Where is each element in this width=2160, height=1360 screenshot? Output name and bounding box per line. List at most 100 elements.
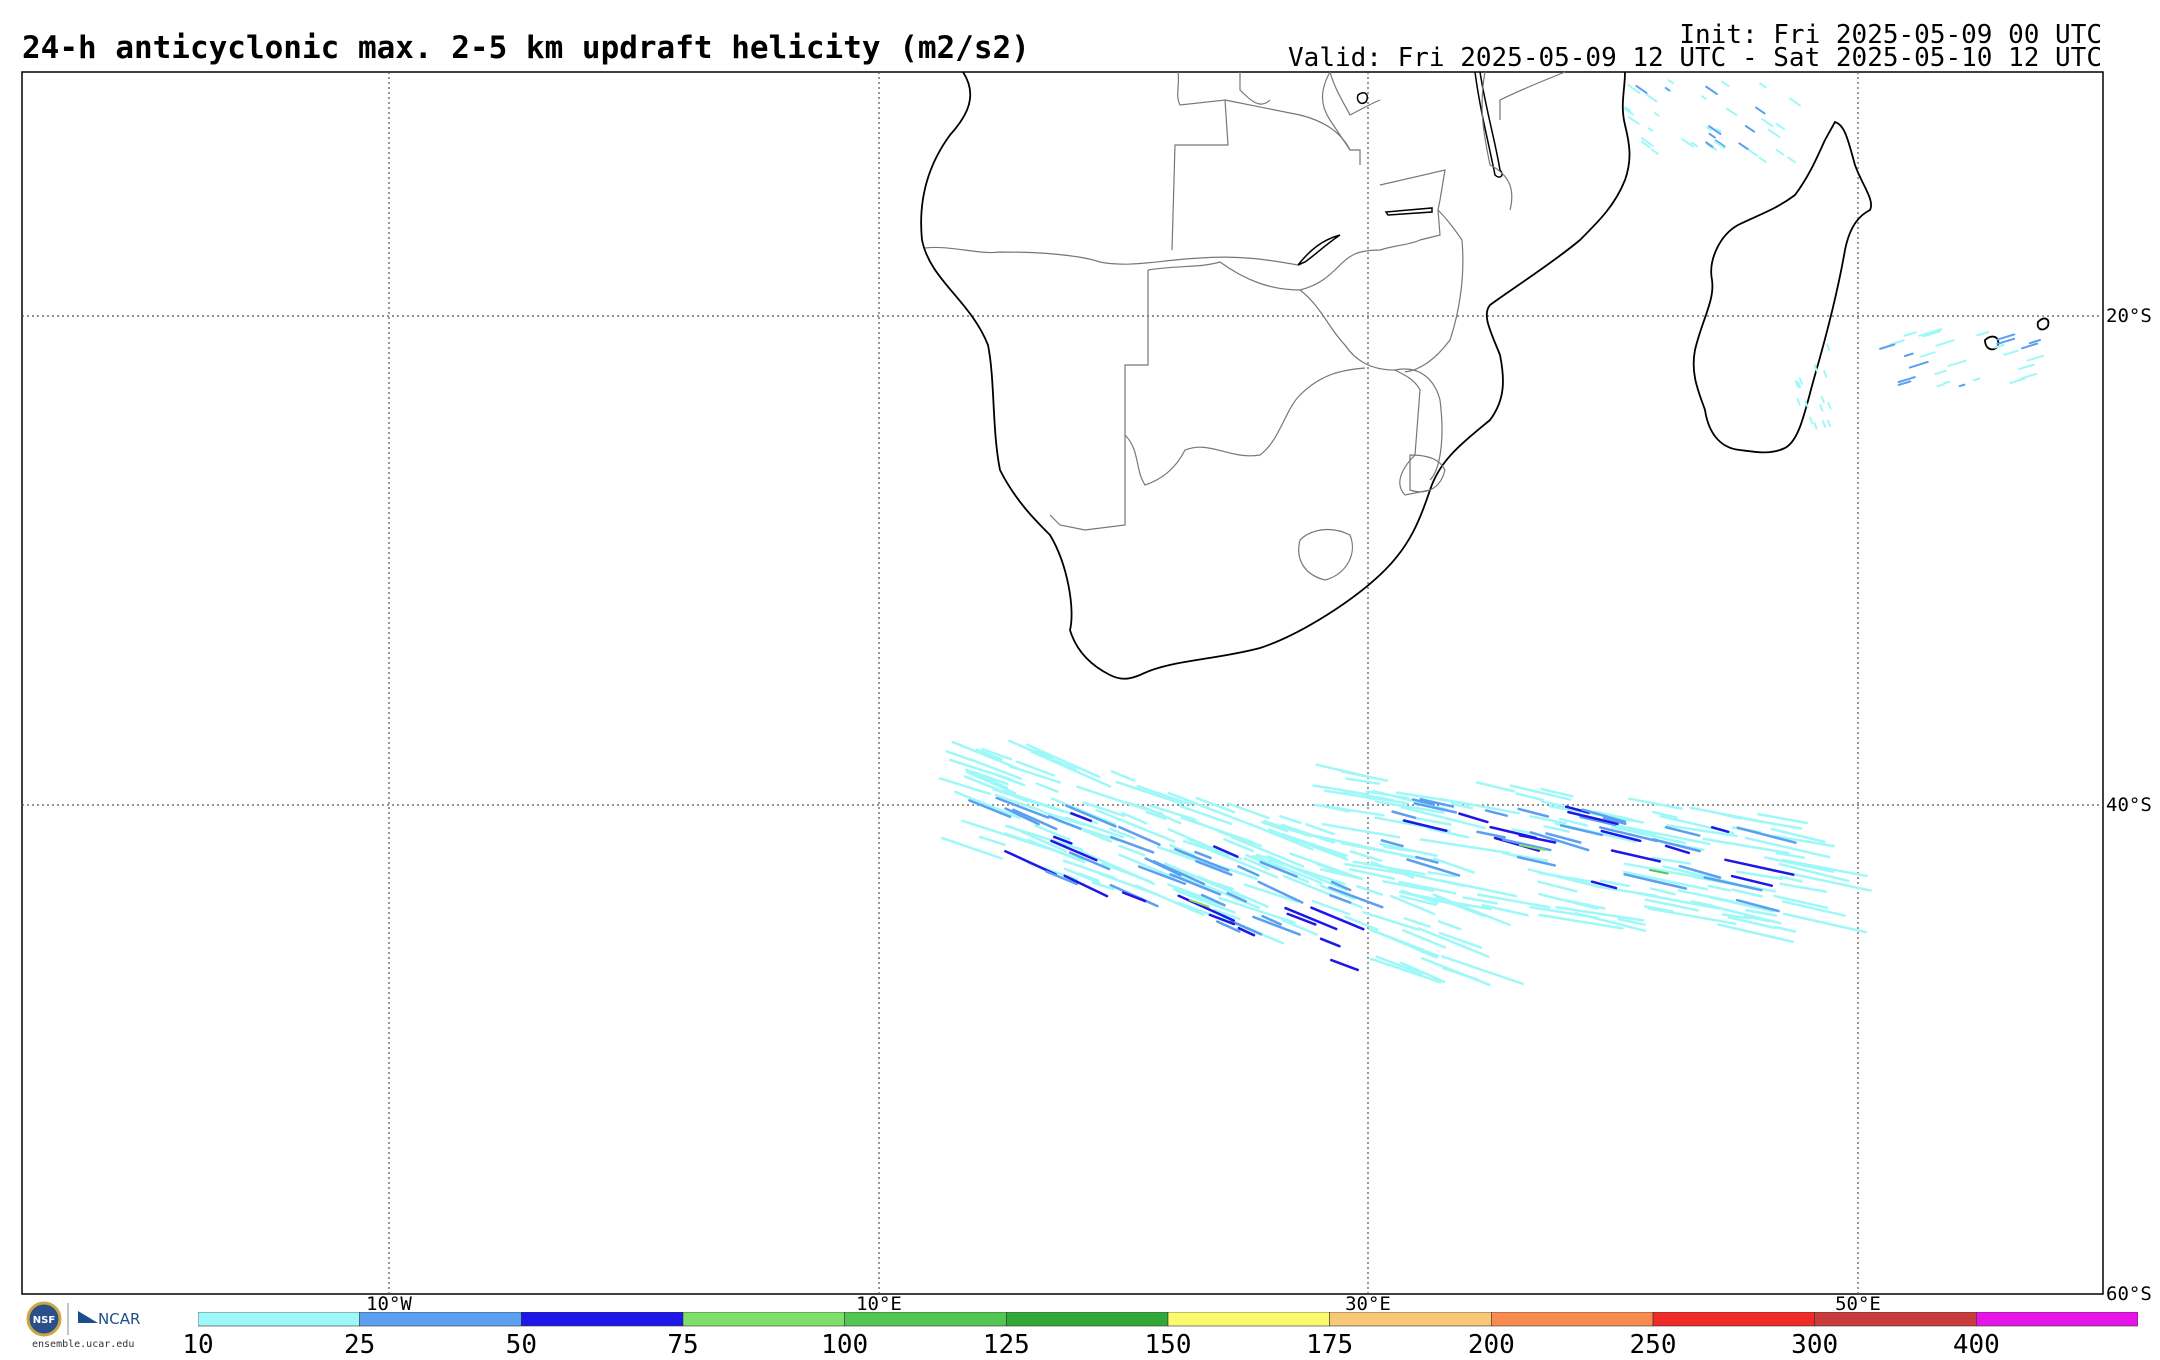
- helicity-streak: [1680, 137, 1695, 148]
- helicity-streak: [1826, 419, 1832, 428]
- lon-label-30e: 30°E: [1345, 1293, 1391, 1315]
- helicity-streak: [1690, 900, 1716, 908]
- helicity-streak: [995, 796, 1050, 819]
- helicity-streak: [1705, 85, 1718, 96]
- helicity-streak: [1340, 841, 1423, 860]
- helicity-streak: [1167, 828, 1223, 854]
- colorbar-segment: [844, 1312, 1007, 1327]
- helicity-streak: [1286, 912, 1317, 926]
- helicity-streak: [1781, 858, 1868, 878]
- helicity-streak: [1784, 871, 1872, 892]
- helicity-streak: [1230, 835, 1305, 868]
- helicity-streak: [1227, 802, 1270, 820]
- colorbar-segment: [1006, 1312, 1169, 1327]
- helicity-streak: [1118, 853, 1176, 879]
- colorbar-segment: [1491, 1312, 1654, 1327]
- helicity-streak: [1419, 798, 1455, 808]
- helicity-streak: [1458, 812, 1489, 824]
- helicity-streak: [1268, 858, 1346, 886]
- helicity-streak: [1610, 825, 1686, 845]
- helicity-streak: [1715, 127, 1722, 133]
- helicity-streak: [1775, 148, 1785, 156]
- colorbar-segment: [1814, 1312, 1977, 1327]
- helicity-streak: [1744, 125, 1756, 133]
- helicity-streak: [1369, 957, 1442, 984]
- helicity-streak: [1690, 141, 1699, 148]
- helicity-streak: [1050, 839, 1098, 862]
- helicity-streak: [1664, 826, 1701, 837]
- helicity-streak: [2017, 363, 2035, 371]
- helicity-streak: [1374, 800, 1445, 814]
- helicity-streak: [1958, 383, 1966, 388]
- lake-mweru: [1356, 92, 1369, 105]
- helicity-streak: [1709, 896, 1775, 913]
- helicity-streak: [1782, 912, 1868, 934]
- helicity-streak: [1935, 339, 1955, 347]
- helicity-streak: [1943, 380, 1951, 385]
- map-frame: [21, 71, 2104, 1295]
- valid-time: Valid: Fri 2025-05-09 12 UTC - Sat 2025-…: [1288, 43, 2102, 73]
- lake-malawi: [1474, 71, 1503, 178]
- helicity-streak: [1115, 780, 1183, 805]
- helicity-streak: [1779, 882, 1827, 893]
- helicity-streak: [1045, 870, 1079, 886]
- helicity-streak: [1015, 760, 1056, 777]
- helicity-streak: [1996, 333, 2016, 341]
- helicity-streak: [1136, 784, 1193, 806]
- helicity-streak: [1311, 899, 1351, 916]
- colorbar-segment: [198, 1312, 360, 1327]
- helicity-streak: [1349, 850, 1383, 863]
- helicity-streak: [1259, 860, 1298, 878]
- helicity-streak: [1389, 894, 1436, 916]
- helicity-streak: [1515, 792, 1544, 802]
- helicity-streak: [2020, 342, 2039, 350]
- colorbar-label: 75: [667, 1330, 699, 1360]
- colorbar-label: 50: [505, 1330, 537, 1360]
- nsf-logo-icon: [26, 1301, 62, 1337]
- helicity-streak: [1664, 86, 1671, 92]
- helicity-streak: [1172, 887, 1224, 906]
- helicity-streak: [1462, 896, 1498, 905]
- helicity-streak: [1182, 839, 1230, 857]
- helicity-streak: [1599, 826, 1659, 843]
- helicity-streak: [1721, 913, 1750, 920]
- helicity-streak: [1476, 893, 1551, 909]
- helicity-streak: [1566, 899, 1606, 910]
- helicity-streak: [1529, 815, 1567, 825]
- helicity-streak: [1070, 812, 1093, 823]
- helicity-streak: [1731, 888, 1764, 898]
- helicity-streak: [1624, 106, 1632, 112]
- helicity-streak: [1109, 827, 1136, 840]
- helicity-streak: [1267, 828, 1349, 861]
- helicity-streak: [968, 799, 1012, 819]
- helicity-streak: [2028, 339, 2041, 345]
- helicity-streak: [1650, 148, 1659, 155]
- helicity-streak: [1804, 400, 1809, 409]
- lat-label-20s: 20°S: [2106, 305, 2152, 327]
- helicity-streak: [1774, 925, 1797, 933]
- helicity-streak: [961, 819, 1049, 850]
- helicity-streak: [1770, 827, 1826, 844]
- helicity-streak: [1395, 791, 1473, 806]
- helicity-streak: [981, 747, 1013, 761]
- helicity-streak: [1237, 865, 1260, 877]
- helicity-streak: [1708, 132, 1716, 139]
- helicity-streak: [1432, 893, 1511, 927]
- helicity-streak: [1194, 850, 1212, 860]
- helicity-streak: [1330, 880, 1352, 892]
- helicity-streak: [1012, 808, 1058, 831]
- helicity-streak: [1226, 891, 1248, 903]
- helicity-streak: [1703, 876, 1763, 892]
- helicity-streak: [2003, 349, 2019, 356]
- helicity-streak: [1121, 811, 1148, 825]
- helicity-streak: [1065, 804, 1117, 828]
- helicity-streak: [1348, 867, 1396, 880]
- helicity-streak: [1708, 125, 1722, 135]
- helicity-streak: [1008, 739, 1078, 771]
- helicity-streak: [1713, 140, 1726, 149]
- helicity-streak: [1897, 376, 1916, 384]
- helicity-streak: [1934, 369, 1947, 375]
- colorbar-segment: [1976, 1312, 2138, 1327]
- helicity-streak: [1356, 885, 1384, 896]
- helicity-streak: [1257, 880, 1304, 904]
